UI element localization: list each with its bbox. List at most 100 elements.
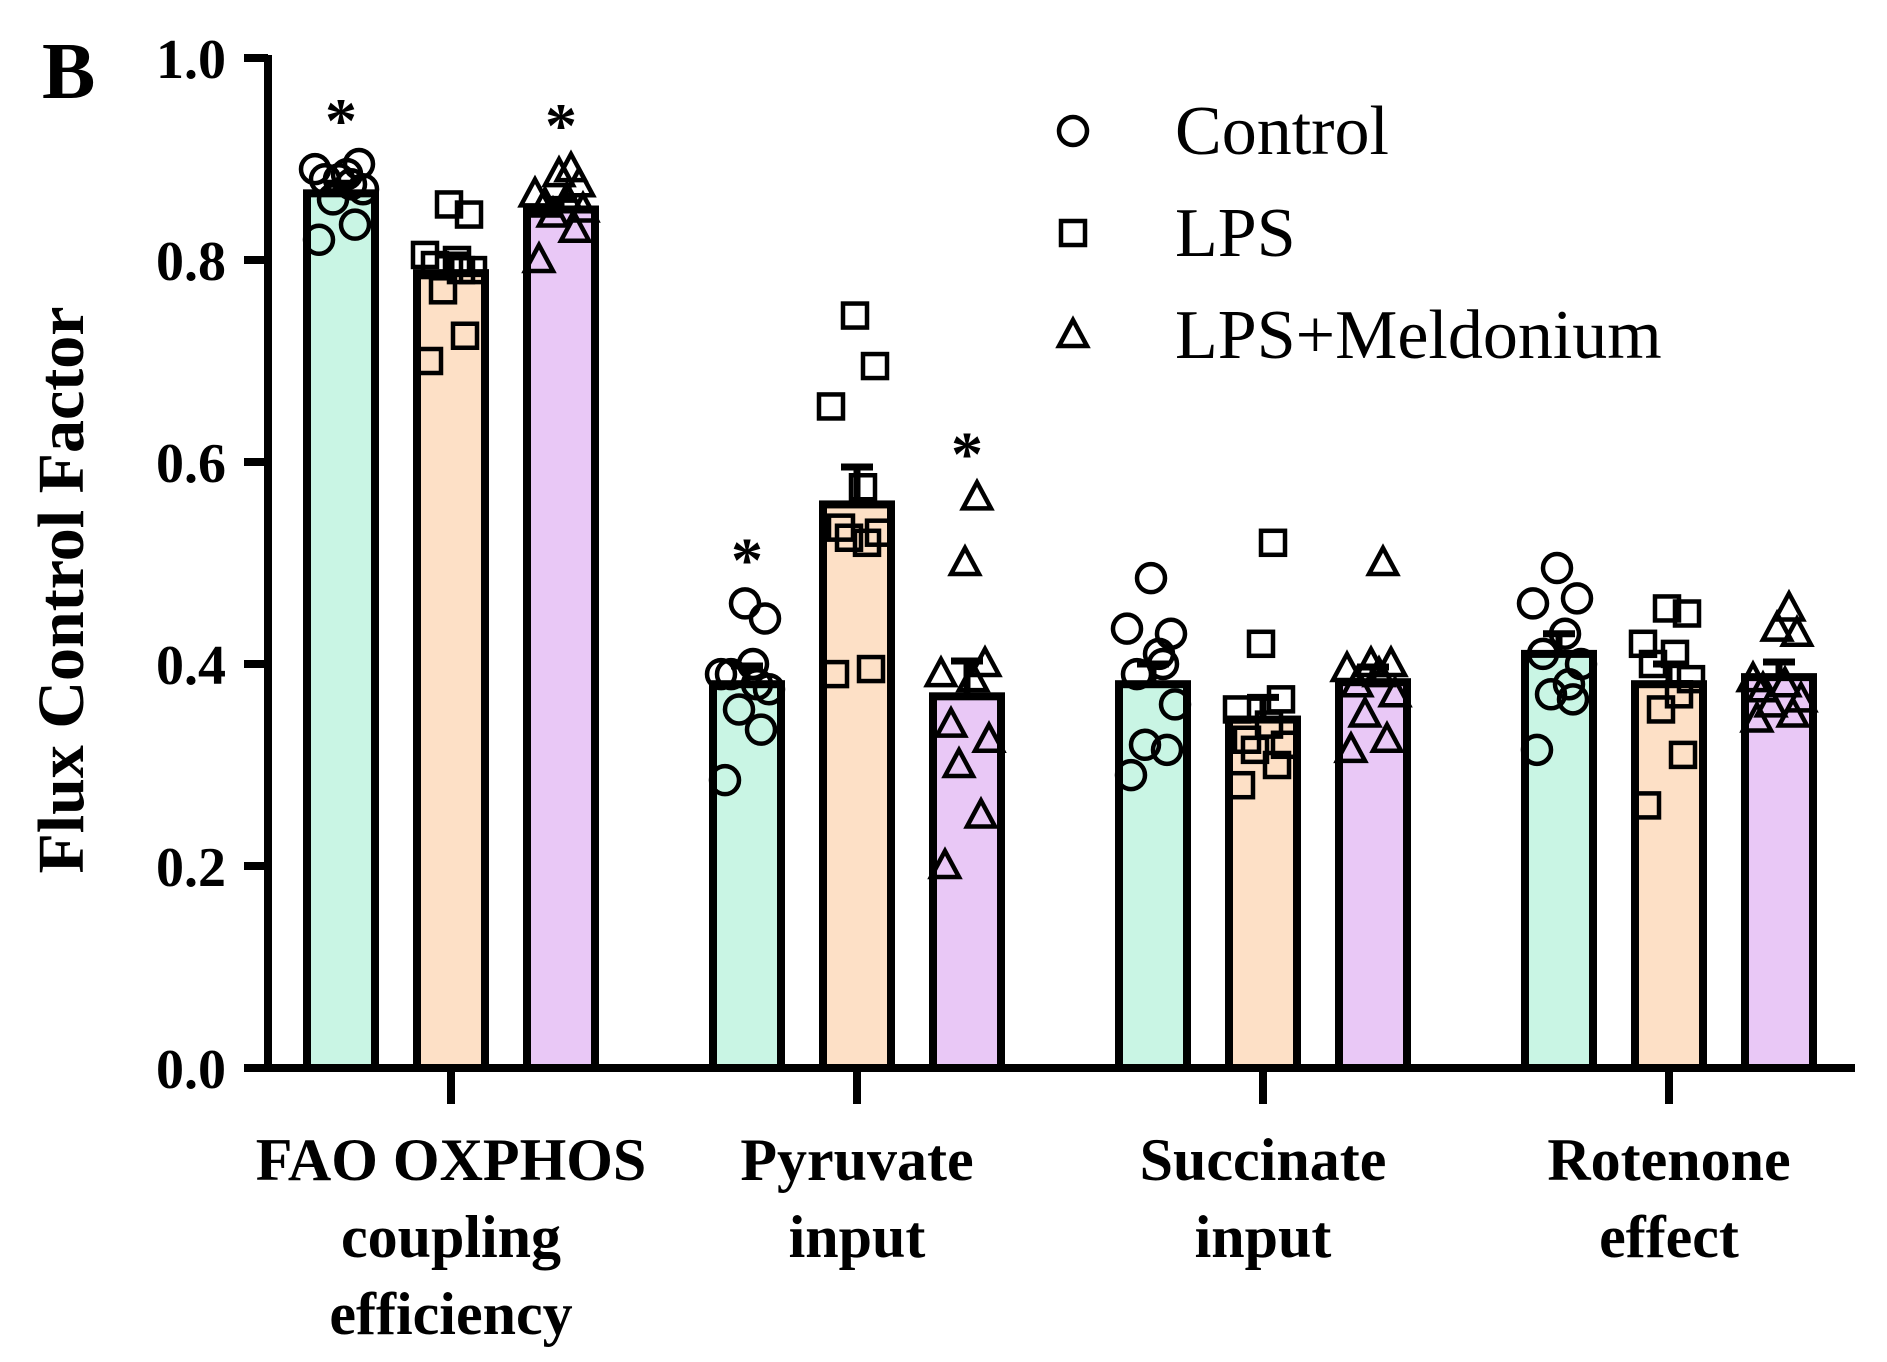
data-point: [1516, 587, 1550, 620]
data-point: [1628, 629, 1658, 659]
data-point: [1262, 750, 1292, 780]
data-point: [1771, 588, 1807, 622]
data-point: [1353, 644, 1389, 678]
x-tick-label: Rotenone: [1547, 1127, 1790, 1193]
data-point: [1110, 612, 1144, 645]
data-point: [722, 693, 756, 726]
data-point: [527, 184, 563, 218]
data-point: [963, 795, 999, 829]
data-point: [302, 223, 336, 257]
data-point: [959, 477, 995, 511]
significance-asterisk: *: [325, 85, 357, 156]
data-point: [1779, 613, 1815, 647]
bar: [819, 500, 895, 1073]
data-point: [434, 190, 464, 219]
x-tick-label: efficiency: [329, 1281, 572, 1347]
data-point: [1668, 740, 1698, 770]
legend: Control LPS LPS+Meldonium: [1055, 93, 1662, 374]
data-point: [728, 587, 762, 620]
data-point: [1534, 678, 1568, 711]
data-point: [1632, 791, 1662, 820]
data-point: [941, 745, 977, 779]
bar: [1741, 673, 1817, 1072]
data-point: [410, 240, 440, 270]
data-point: [450, 321, 480, 350]
data-point: [1365, 543, 1401, 577]
legend-label: LPS: [1175, 195, 1296, 272]
x-tick-label: coupling: [341, 1204, 561, 1270]
bar: [413, 269, 489, 1072]
data-point: [1222, 695, 1252, 724]
data-point: [1266, 685, 1296, 714]
data-point: [1270, 730, 1300, 760]
circle-marker-icon: [1056, 114, 1090, 148]
data-point: [1128, 728, 1162, 762]
data-point: [1226, 770, 1256, 800]
data-point: [1664, 680, 1694, 709]
data-point: [1745, 669, 1781, 703]
data-point: [967, 644, 1003, 678]
x-tick-label: input: [789, 1204, 926, 1270]
data-point: [1552, 667, 1586, 701]
significance-asterisk: *: [951, 418, 983, 489]
data-point: [1735, 659, 1771, 693]
data-point: [1361, 654, 1397, 688]
data-point: [1377, 674, 1413, 708]
data-point: [1369, 720, 1405, 753]
data-point: [923, 654, 959, 688]
data-point: [1232, 725, 1262, 754]
data-point: [553, 149, 589, 183]
data-point: [1540, 551, 1574, 585]
data-point: [852, 528, 882, 558]
y-tick-label: 0.0: [156, 1039, 226, 1101]
data-point: [517, 174, 553, 208]
data-point: [927, 846, 963, 880]
data-point: [1560, 582, 1594, 615]
data-point: [1520, 733, 1554, 767]
data-point: [704, 657, 738, 691]
data-point: [840, 301, 870, 330]
data-point: [740, 667, 774, 701]
triangle-marker-icon: [1055, 315, 1091, 349]
data-point: [820, 659, 850, 689]
y-tick-label: 0.8: [156, 231, 226, 293]
significance-asterisk: *: [731, 524, 763, 595]
data-point: [1347, 694, 1383, 728]
bar: [523, 205, 599, 1072]
data-point: [334, 168, 368, 201]
legend-item: LPS+Meldonium: [1055, 297, 1662, 374]
x-tick-label: effect: [1599, 1204, 1739, 1270]
data-point: [816, 392, 846, 421]
data-point: [947, 543, 983, 577]
data-point: [342, 147, 376, 181]
x-tick-label: FAO OXPHOS: [256, 1127, 647, 1193]
data-point: [1759, 608, 1795, 642]
data-point: [1150, 733, 1184, 767]
x-tick-label: Pyruvate: [740, 1127, 973, 1193]
x-tick-label: input: [1195, 1204, 1332, 1270]
data-point: [1158, 688, 1192, 721]
data-point: [848, 473, 878, 502]
data-point: [1672, 599, 1702, 628]
data-point: [1146, 647, 1180, 681]
data-point: [338, 208, 372, 241]
data-point: [1114, 758, 1148, 792]
legend-label: Control: [1175, 93, 1389, 170]
data-point: [736, 647, 770, 681]
data-point: [744, 713, 778, 746]
data-point: [446, 255, 476, 285]
plot-area: * * * * 0.0 0.2 0.4 0.6 0.8 1.0 FAO OXPHOS coupling…: [156, 29, 1855, 1347]
data-point: [1329, 649, 1365, 683]
data-point: [1246, 629, 1276, 659]
data-point: [1333, 730, 1369, 764]
y-axis-title: Flux Control Factor: [25, 306, 98, 873]
data-point: [860, 351, 890, 381]
data-point: [826, 513, 856, 542]
square-marker-icon: [1058, 218, 1088, 248]
y-tick-label: 0.6: [156, 433, 226, 495]
panel-label: B: [42, 28, 95, 116]
data-point: [1556, 683, 1590, 716]
data-point: [1154, 617, 1188, 650]
data-point: [414, 346, 444, 376]
